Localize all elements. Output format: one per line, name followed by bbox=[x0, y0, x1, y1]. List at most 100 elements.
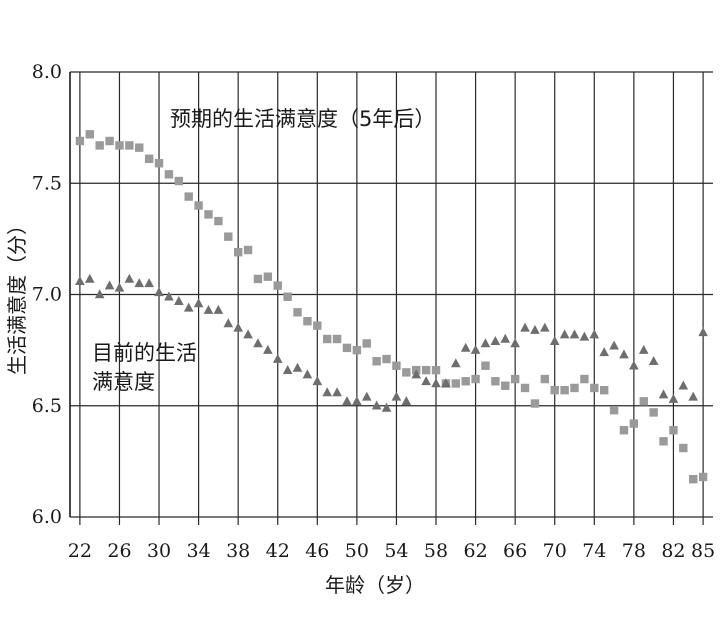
current-point bbox=[510, 338, 520, 348]
expected-point bbox=[233, 248, 243, 257]
expected-point bbox=[125, 141, 134, 150]
current-point bbox=[312, 376, 323, 386]
current-point bbox=[94, 289, 105, 299]
x-tick-labels: 22 26 30 34 38 42 46 50 54 58 62 66 70 74 78 82 85 bbox=[68, 540, 715, 562]
current-point bbox=[500, 333, 511, 343]
expected-point bbox=[253, 274, 263, 284]
expected-point bbox=[530, 399, 540, 408]
current-point bbox=[272, 353, 283, 363]
y-tick-label: 7.0 bbox=[32, 284, 62, 306]
current-point bbox=[183, 302, 194, 312]
y-tick-label: 8.0 bbox=[32, 61, 62, 83]
current-point bbox=[401, 396, 412, 406]
current-point bbox=[470, 344, 481, 354]
current-point bbox=[559, 329, 570, 339]
current-point bbox=[322, 387, 332, 397]
expected-point bbox=[293, 308, 302, 317]
expected-point bbox=[323, 334, 332, 344]
expected-point bbox=[303, 317, 312, 326]
expected-point bbox=[154, 159, 164, 168]
x-tick-label: 42 bbox=[266, 540, 290, 562]
expected-point bbox=[144, 154, 154, 163]
current-point bbox=[490, 336, 501, 346]
expected-point bbox=[669, 426, 678, 435]
current-point bbox=[421, 376, 431, 386]
current-point bbox=[243, 329, 253, 339]
expected-point bbox=[689, 474, 698, 484]
expected-point bbox=[184, 192, 193, 201]
current-point bbox=[668, 393, 679, 403]
current-point bbox=[619, 349, 629, 359]
current-point bbox=[253, 338, 263, 348]
current-point bbox=[589, 329, 600, 339]
current-point bbox=[144, 278, 154, 288]
current-point bbox=[174, 295, 184, 305]
current-point bbox=[124, 273, 135, 283]
expected-point bbox=[135, 143, 144, 152]
expected-point bbox=[619, 426, 629, 435]
expected-point bbox=[540, 374, 550, 384]
series-current-triangles bbox=[75, 273, 708, 412]
expected-point bbox=[243, 245, 253, 255]
y-tick-label: 6.5 bbox=[32, 395, 62, 417]
current-point bbox=[678, 380, 689, 390]
current-point bbox=[520, 322, 530, 332]
expected-point bbox=[273, 281, 282, 290]
expected-point bbox=[599, 385, 609, 395]
x-tick-label: 30 bbox=[147, 540, 171, 562]
current-point bbox=[530, 324, 540, 334]
current-point bbox=[263, 344, 273, 354]
current-point bbox=[451, 358, 461, 368]
current-point bbox=[342, 396, 352, 406]
expected-point bbox=[382, 354, 391, 364]
current-point bbox=[441, 378, 451, 388]
expected-point bbox=[649, 408, 658, 417]
expected-point bbox=[115, 141, 124, 150]
expected-point bbox=[342, 343, 352, 353]
current-point bbox=[609, 340, 619, 350]
expected-point bbox=[105, 136, 114, 146]
expected-point bbox=[85, 130, 94, 139]
current-point bbox=[549, 336, 560, 346]
expected-point bbox=[224, 232, 233, 241]
expected-point bbox=[194, 201, 203, 210]
expected-point bbox=[629, 419, 639, 428]
expected-point bbox=[313, 321, 322, 330]
annotation-expected: 预期的生活满意度（5年后） bbox=[170, 107, 435, 131]
current-point bbox=[104, 280, 115, 290]
current-point bbox=[233, 322, 243, 332]
expected-point bbox=[491, 377, 500, 386]
current-point bbox=[193, 298, 204, 308]
expected-point bbox=[679, 443, 688, 453]
annotation-current-line2: 满意度 bbox=[92, 370, 155, 394]
expected-point bbox=[570, 383, 579, 393]
x-tick-label: 85 bbox=[691, 540, 715, 562]
expected-point bbox=[164, 170, 174, 179]
current-point bbox=[282, 364, 293, 374]
grid-layer bbox=[70, 71, 713, 525]
current-point bbox=[332, 387, 342, 397]
expected-point bbox=[639, 397, 648, 406]
current-point bbox=[599, 347, 609, 357]
x-tick-label: 50 bbox=[345, 540, 369, 562]
expected-point bbox=[283, 292, 292, 301]
expected-point bbox=[204, 210, 213, 219]
x-tick-label: 22 bbox=[68, 540, 92, 562]
current-point bbox=[648, 356, 659, 366]
expected-point bbox=[362, 339, 371, 348]
expected-point bbox=[590, 383, 599, 393]
expected-point bbox=[659, 437, 668, 446]
x-tick-label: 78 bbox=[622, 540, 646, 562]
current-point bbox=[391, 391, 402, 401]
x-tick-label: 26 bbox=[107, 540, 131, 562]
x-tick-label: 62 bbox=[463, 540, 487, 562]
expected-point bbox=[550, 385, 559, 395]
current-point bbox=[213, 304, 224, 314]
expected-point bbox=[471, 374, 480, 384]
x-tick-label: 70 bbox=[543, 540, 567, 562]
x-tick-label: 34 bbox=[187, 540, 211, 562]
x-tick-label: 74 bbox=[582, 540, 606, 562]
current-point bbox=[658, 389, 669, 399]
current-point bbox=[629, 360, 639, 370]
